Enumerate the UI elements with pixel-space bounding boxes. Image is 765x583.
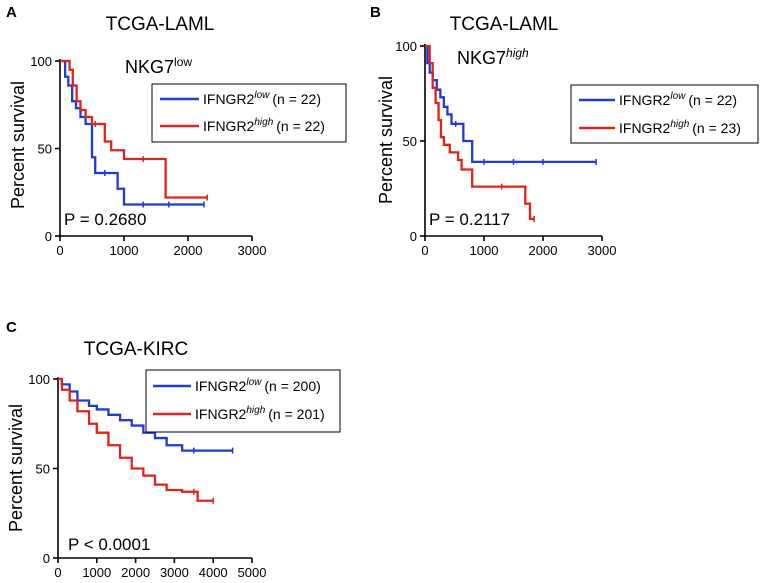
x-tick-label: 1000 <box>110 243 139 258</box>
y-tick-label: 0 <box>43 551 50 566</box>
panel-b: B TCGA-LAML NKG7high Percent survival 0 1… <box>370 4 759 258</box>
x-tick-label: 4000 <box>199 565 228 580</box>
y-tick-label: 100 <box>30 54 52 69</box>
survival-curve-low <box>425 44 597 164</box>
chart-title: TCGA-LAML <box>106 14 215 35</box>
legend-entry-low: IFNGR2low (n = 200) <box>195 377 321 394</box>
x-tick-label: 5000 <box>238 565 267 580</box>
survival-curve-high <box>60 59 208 199</box>
x-tick-label: 0 <box>56 243 63 258</box>
legend-box <box>151 83 347 143</box>
x-tick-label: 1000 <box>470 243 499 258</box>
legend-box <box>145 369 341 433</box>
legend-box <box>570 84 759 144</box>
y-tick-label: 0 <box>410 229 417 244</box>
legend: IFNGR2low (n = 200) IFNGR2high (n = 201) <box>145 369 341 433</box>
y-tick-label: 50 <box>38 142 52 157</box>
y-tick-label: 0 <box>45 229 52 244</box>
legend-entry-low: IFNGR2low (n = 22) <box>203 90 321 107</box>
chart-subtitle: NKG7low <box>125 55 192 77</box>
x-tick-label: 0 <box>54 565 61 580</box>
p-value: P = 0.2117 <box>429 210 510 229</box>
panel-letter: C <box>6 319 17 336</box>
y-axis-label: Percent survival <box>6 404 26 532</box>
y-axis-label: Percent survival <box>376 76 396 204</box>
legend-entry-high: IFNGR2high (n = 201) <box>195 405 325 422</box>
legend: IFNGR2low (n = 22) IFNGR2high (n = 23) <box>570 84 759 144</box>
survival-curve-high <box>425 44 535 221</box>
legend-entry-low: IFNGR2low (n = 22) <box>619 91 737 108</box>
x-tick-label: 3000 <box>588 243 617 258</box>
legend-entry-high: IFNGR2high (n = 23) <box>619 119 741 136</box>
chart-title: TCGA-LAML <box>450 14 559 35</box>
chart-subtitle: NKG7high <box>457 46 529 68</box>
x-tick-label: 3000 <box>160 565 189 580</box>
y-tick-label: 100 <box>28 372 50 387</box>
panel-letter: A <box>6 4 17 21</box>
panel-letter: B <box>370 4 381 21</box>
x-tick-label: 2000 <box>529 243 558 258</box>
survival-curve-low <box>60 59 204 206</box>
survival-curve-high <box>58 377 214 502</box>
survival-curve-low <box>58 377 233 452</box>
legend: IFNGR2low (n = 22) IFNGR2high (n = 22) <box>151 83 347 143</box>
y-tick-label: 50 <box>403 134 417 149</box>
chart-title: TCGA-KIRC <box>84 339 189 360</box>
panel-c: C TCGA-KIRC Percent survival 0 1000 2000 30… <box>6 319 341 580</box>
x-tick-label: 2000 <box>174 243 203 258</box>
x-tick-label: 2000 <box>121 565 150 580</box>
x-tick-label: 3000 <box>238 243 267 258</box>
panel-a: A TCGA-LAML NKG7low Percent survival 0 10… <box>6 4 347 258</box>
x-tick-label: 0 <box>421 243 428 258</box>
x-tick-label: 1000 <box>82 565 111 580</box>
p-value: P = 0.2680 <box>64 210 146 229</box>
y-tick-label: 100 <box>395 39 417 54</box>
p-value: P < 0.0001 <box>68 535 150 554</box>
y-tick-label: 50 <box>36 462 50 477</box>
y-axis-label: Percent survival <box>8 81 28 209</box>
legend-entry-high: IFNGR2high (n = 22) <box>203 117 325 134</box>
